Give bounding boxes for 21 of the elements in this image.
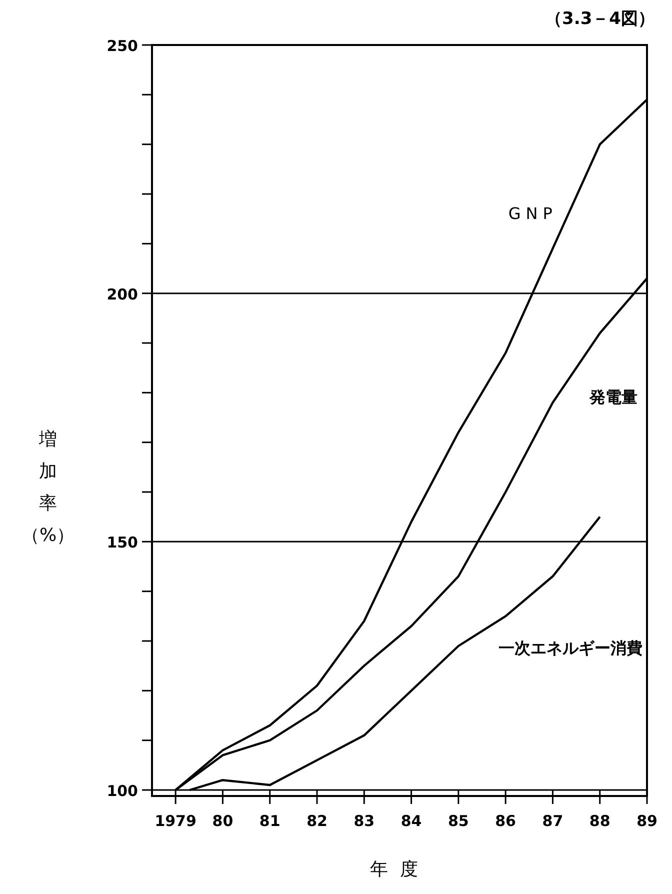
y-axis-title: 増加率（%）: [21, 429, 75, 546]
y-tick-label: 150: [106, 534, 138, 552]
series-label: GNP: [508, 204, 558, 223]
x-axis-title: 年度: [370, 859, 430, 880]
x-tick-label: 85: [448, 812, 469, 830]
x-tick-label: 87: [542, 812, 564, 830]
x-tick-label: 80: [212, 812, 234, 830]
x-tick-label: 86: [495, 812, 516, 830]
series-label: 一次エネルギー消費: [498, 638, 642, 658]
x-tick-label: 89: [636, 812, 658, 830]
y-tick-label: 250: [106, 37, 138, 55]
x-tick-label: 84: [400, 812, 422, 830]
chart-title: （3.3－4図）: [545, 9, 655, 29]
x-tick-label: 83: [354, 812, 375, 830]
x-tick-label: 82: [306, 812, 328, 830]
y-tick-label: 100: [106, 782, 138, 800]
x-tick-label: 88: [589, 812, 610, 830]
x-tick-label: 81: [259, 812, 280, 830]
series-label: 発電量: [588, 388, 638, 407]
y-tick-label: 200: [106, 285, 138, 304]
x-tick-label: 1979: [154, 812, 196, 830]
